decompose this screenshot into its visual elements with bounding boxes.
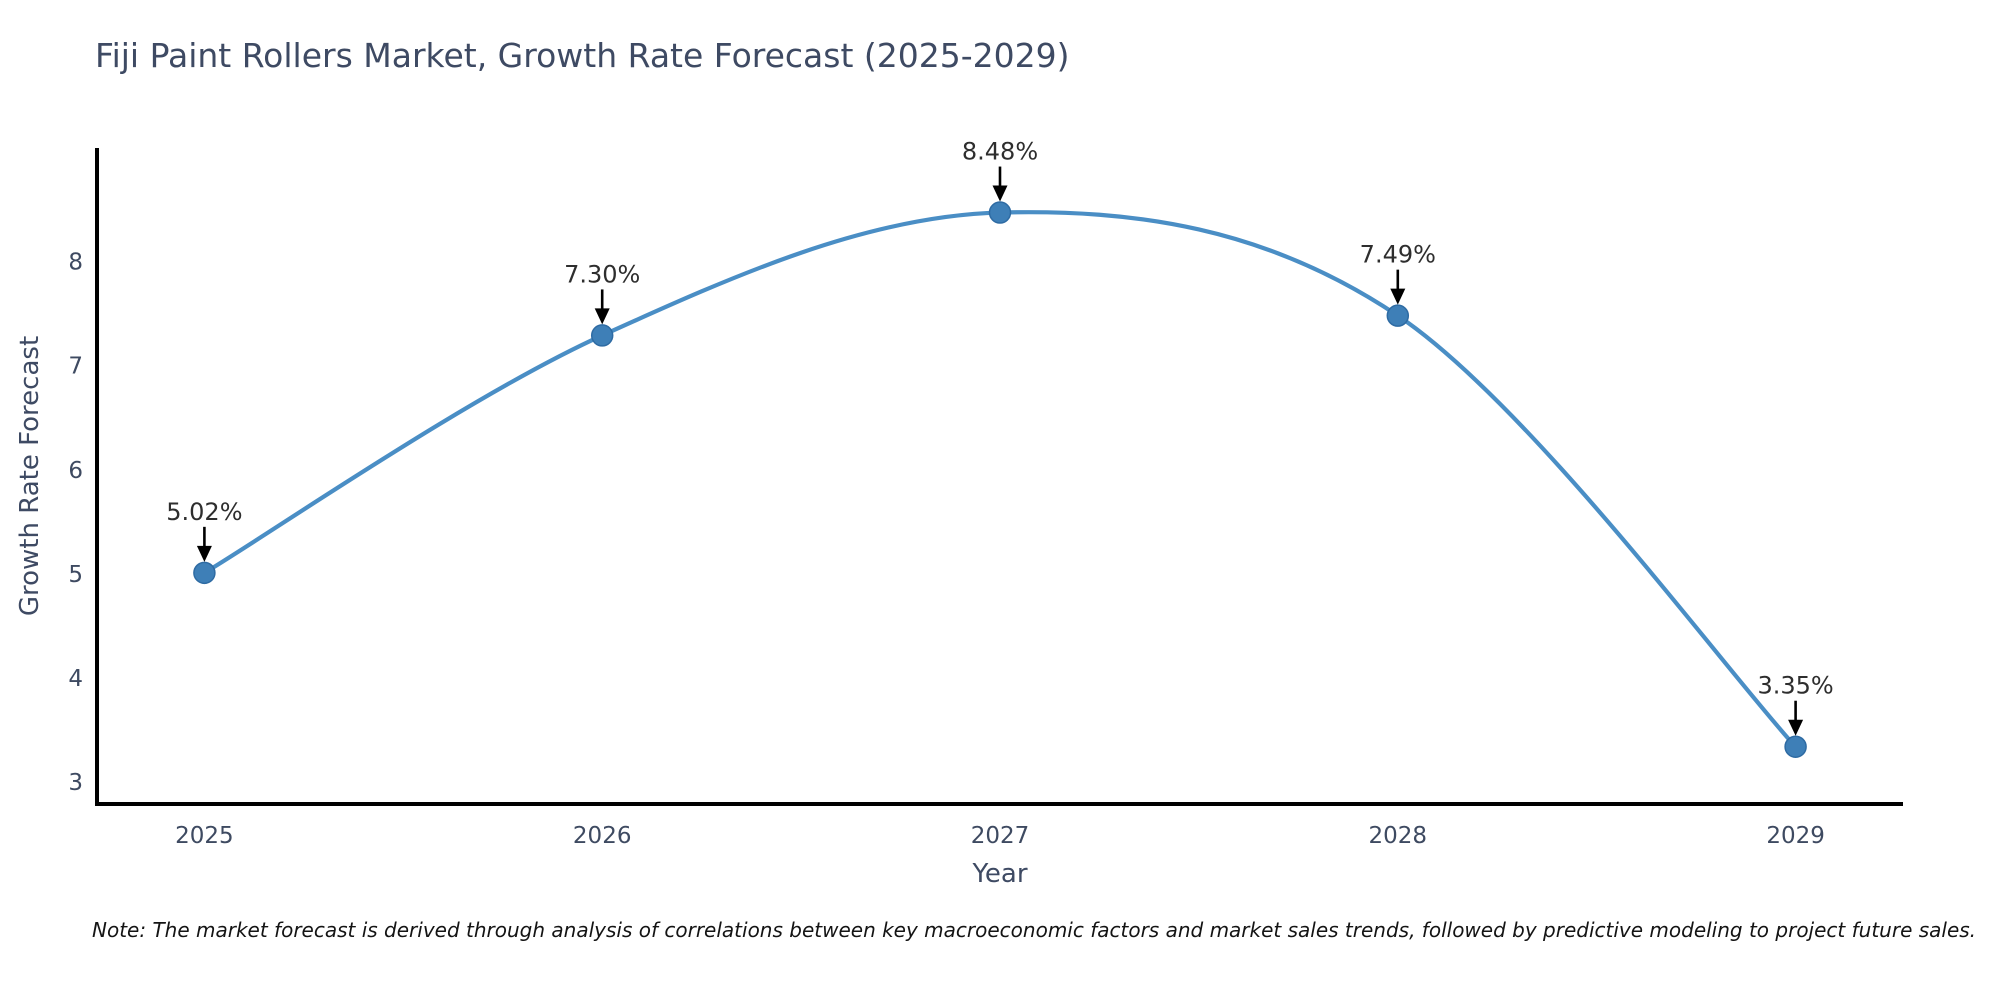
data-point-marker bbox=[1784, 735, 1807, 758]
x-tick-label: 2027 bbox=[971, 823, 1030, 849]
y-tick-label: 6 bbox=[68, 458, 83, 484]
annotation-arrow-head bbox=[196, 545, 212, 562]
y-tick-label: 5 bbox=[68, 562, 83, 588]
x-tick-label: 2026 bbox=[573, 823, 632, 849]
chart-title: Fiji Paint Rollers Market, Growth Rate F… bbox=[95, 36, 1070, 75]
annotation-arrow-head bbox=[992, 185, 1008, 202]
y-tick-label: 4 bbox=[68, 666, 83, 692]
annotation-label: 5.02% bbox=[166, 498, 242, 526]
data-point-marker bbox=[988, 201, 1012, 224]
axis-spines bbox=[95, 148, 1903, 806]
annotation-arrow-head bbox=[1788, 719, 1804, 736]
y-tick-label: 3 bbox=[68, 770, 83, 796]
x-tick-label: 2029 bbox=[1766, 823, 1825, 849]
data-point-marker bbox=[193, 561, 216, 585]
annotation-label: 3.35% bbox=[1757, 672, 1833, 700]
annotation-label: 7.49% bbox=[1360, 241, 1436, 269]
trend-line bbox=[202, 210, 1798, 749]
x-axis-label: Year bbox=[972, 859, 1028, 889]
annotation-arrow-head bbox=[1390, 288, 1406, 305]
y-tick-label: 8 bbox=[68, 250, 83, 276]
annotation-label: 8.48% bbox=[962, 138, 1038, 166]
data-point-marker bbox=[1386, 304, 1410, 327]
x-tick-label: 2025 bbox=[175, 823, 234, 849]
annotation-label: 7.30% bbox=[564, 260, 640, 288]
annotation-arrow-head bbox=[594, 308, 610, 325]
x-tick-label: 2028 bbox=[1369, 823, 1428, 849]
y-tick-label: 7 bbox=[68, 354, 83, 380]
data-point-marker bbox=[590, 324, 614, 347]
chart-footnote: Note: The market forecast is derived thr… bbox=[92, 918, 1977, 942]
